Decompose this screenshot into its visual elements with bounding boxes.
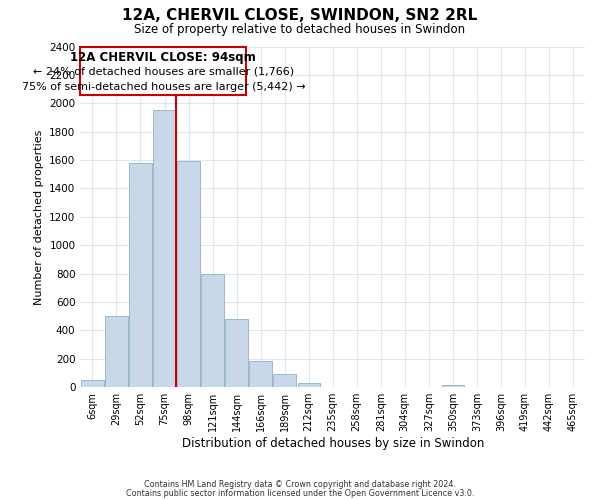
Bar [442, 384, 464, 387]
Text: 12A, CHERVIL CLOSE, SWINDON, SN2 2RL: 12A, CHERVIL CLOSE, SWINDON, SN2 2RL [122, 8, 478, 22]
Text: Contains public sector information licensed under the Open Government Licence v3: Contains public sector information licen… [126, 488, 474, 498]
Bar [81, 380, 104, 387]
Bar [226, 319, 248, 387]
Bar [130, 163, 152, 387]
Bar [274, 374, 296, 387]
Y-axis label: Number of detached properties: Number of detached properties [34, 129, 44, 304]
Bar [202, 274, 224, 387]
Text: Size of property relative to detached houses in Swindon: Size of property relative to detached ho… [134, 22, 466, 36]
Text: ← 24% of detached houses are smaller (1,766): ← 24% of detached houses are smaller (1,… [33, 67, 294, 77]
Bar [154, 110, 176, 387]
Bar [298, 383, 320, 387]
Text: 12A CHERVIL CLOSE: 94sqm: 12A CHERVIL CLOSE: 94sqm [70, 51, 256, 64]
Bar [178, 162, 200, 387]
Text: Contains HM Land Registry data © Crown copyright and database right 2024.: Contains HM Land Registry data © Crown c… [144, 480, 456, 489]
Text: 75% of semi-detached houses are larger (5,442) →: 75% of semi-detached houses are larger (… [22, 82, 305, 92]
FancyBboxPatch shape [80, 46, 246, 96]
Bar [105, 316, 128, 387]
Bar [250, 361, 272, 387]
X-axis label: Distribution of detached houses by size in Swindon: Distribution of detached houses by size … [182, 437, 484, 450]
